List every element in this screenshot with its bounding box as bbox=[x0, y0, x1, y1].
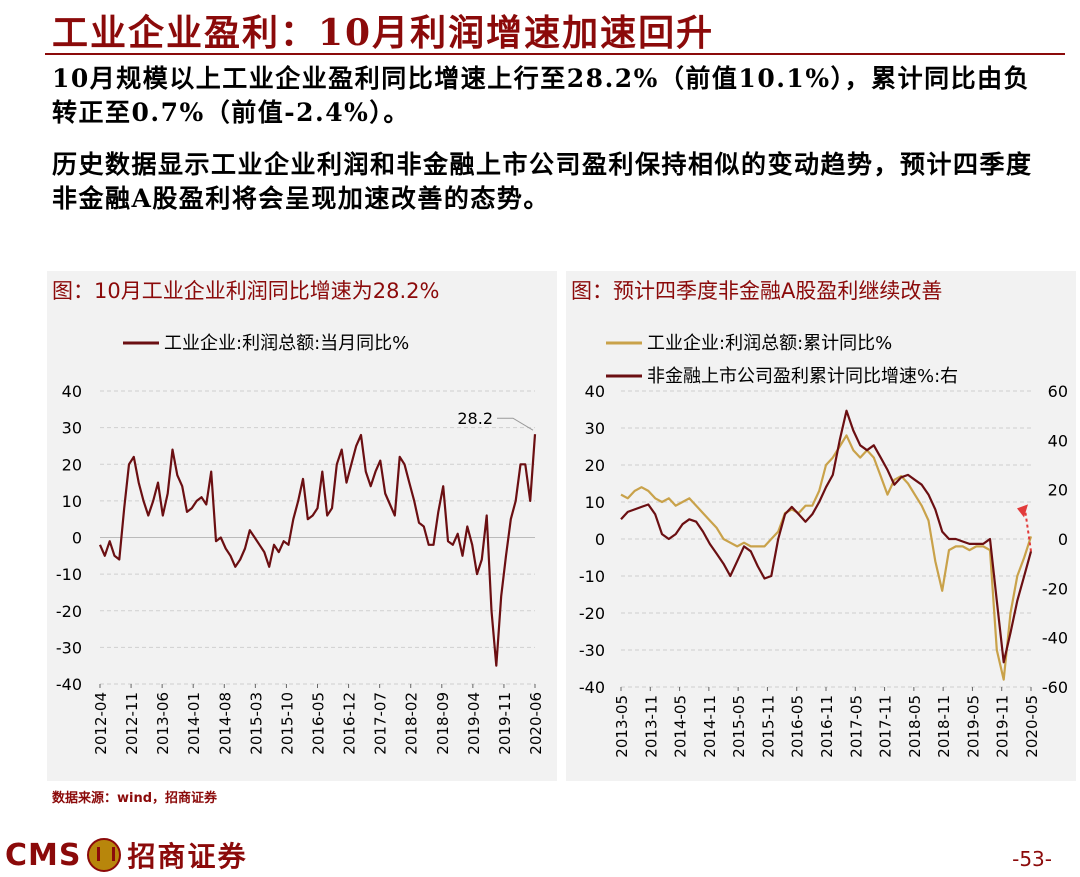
x-tick-label: 2016-05 bbox=[310, 692, 328, 755]
x-tick-label: 2016-12 bbox=[341, 692, 359, 755]
y-tick-label: 30 bbox=[585, 419, 605, 438]
x-tick-label: 2013-06 bbox=[154, 692, 172, 755]
y2-tick-label: -20 bbox=[1042, 579, 1068, 598]
y-tick-label: 10 bbox=[585, 493, 605, 512]
chart-left: 40 30 20 10 0 -10 -20 -30 -40 2012-04 2012-11 2013-… bbox=[56, 333, 545, 755]
x-tick-label: 2013-11 bbox=[642, 695, 660, 758]
x-tick-label: 2018-02 bbox=[403, 692, 421, 755]
series-line-listed-nonfin bbox=[620, 409, 1033, 664]
company-logo: CMS 招商证券 bbox=[5, 837, 248, 874]
x-tick-label: 2020-06 bbox=[527, 692, 545, 755]
x-tick-label: 2014-08 bbox=[216, 692, 234, 755]
x-tick-label: 2013-05 bbox=[613, 695, 631, 758]
x-tick-label: 2015-03 bbox=[247, 692, 265, 755]
y-tick-label: -10 bbox=[579, 567, 605, 586]
y-tick-label: -20 bbox=[56, 602, 82, 621]
series-line-monthly-profit bbox=[98, 433, 537, 667]
x-tick-label: 2014-01 bbox=[185, 692, 203, 755]
x-tick-label: 2017-11 bbox=[877, 695, 895, 758]
chart-right: 40 30 20 10 0 -10 -20 -30 -40 60 40 20 0 -20 -40 -60 201… bbox=[579, 333, 1068, 758]
x-tick-label: 2012-11 bbox=[123, 692, 141, 755]
x-tick-label: 2016-05 bbox=[789, 695, 807, 758]
y2-tick-label: -40 bbox=[1042, 629, 1068, 648]
y2-tick-label: 0 bbox=[1058, 530, 1068, 549]
legend-label-monthly-profit: 工业企业:利润总额:当月同比% bbox=[164, 333, 409, 354]
y-tick-label: -40 bbox=[56, 675, 82, 694]
y-tick-label: 40 bbox=[585, 382, 605, 401]
x-tick-label: 2016-11 bbox=[818, 695, 836, 758]
x-tick-label: 2015-05 bbox=[730, 695, 748, 758]
series-line-industrial-cumulative bbox=[620, 434, 1033, 681]
y-tick-label: 0 bbox=[72, 529, 82, 548]
x-tick-label: 2018-11 bbox=[935, 695, 953, 758]
logo-chinese-name: 招商证券 bbox=[127, 840, 248, 873]
y-tick-label: 10 bbox=[62, 492, 82, 511]
y-tick-label: -30 bbox=[56, 638, 82, 657]
y2-tick-label: 60 bbox=[1048, 382, 1068, 401]
y-tick-label: 20 bbox=[585, 456, 605, 475]
x-tick-label: 2019-11 bbox=[496, 692, 514, 755]
y2-tick-label: -60 bbox=[1042, 678, 1068, 697]
x-tick-label: 2019-05 bbox=[964, 695, 982, 758]
chart-panel-right: 图：预计四季度非金融A股盈利继续改善 40 30 20 10 0 -10 -20 -30 -40… bbox=[566, 271, 1076, 781]
chart-title-left: 图：10月工业企业利润同比增速为28.2% bbox=[52, 279, 440, 303]
annotation-label: 28.2 bbox=[457, 409, 493, 428]
x-tick-label: 2018-09 bbox=[434, 692, 452, 755]
y-tick-label: -10 bbox=[56, 565, 82, 584]
projection-arrow-line bbox=[1024, 509, 1032, 552]
y-tick-label: -40 bbox=[579, 678, 605, 697]
x-tick-label: 2019-04 bbox=[465, 692, 483, 755]
logo-text: CMS bbox=[5, 837, 82, 873]
x-tick-label: 2017-05 bbox=[847, 695, 865, 758]
x-tick-label: 2012-04 bbox=[92, 692, 110, 755]
logo-mark-icon bbox=[87, 838, 122, 872]
slide-title: 工业企业盈利：10月利润增速加速回升 bbox=[52, 12, 715, 54]
x-tick-label: 2015-10 bbox=[278, 692, 296, 755]
y-tick-label: 0 bbox=[595, 530, 605, 549]
y-tick-label: 20 bbox=[62, 455, 82, 474]
x-tick-label: 2019-11 bbox=[994, 695, 1012, 758]
annotation-leader-line bbox=[497, 417, 534, 431]
x-tick-label: 2020-05 bbox=[1023, 695, 1041, 758]
summary-paragraph-2: 历史数据显示工业企业利润和非金融上市公司盈利保持相似的变动趋势，预计四季度非金融… bbox=[52, 150, 1033, 213]
x-tick-label: 2014-11 bbox=[701, 695, 719, 758]
legend-label-industrial-cumulative: 工业企业:利润总额:累计同比% bbox=[647, 333, 892, 354]
data-source: 数据来源：wind，招商证券 bbox=[52, 791, 218, 806]
x-tick-label: 2014-05 bbox=[672, 695, 690, 758]
page-number: -53- bbox=[1012, 847, 1052, 871]
y-tick-label: -20 bbox=[579, 604, 605, 623]
summary-paragraph-1: 10月规模以上工业企业盈利同比增速上行至28.2%（前值10.1%），累计同比由… bbox=[52, 64, 1031, 127]
y-tick-label: -30 bbox=[579, 641, 605, 660]
y2-tick-label: 20 bbox=[1048, 481, 1068, 500]
x-tick-label: 2015-11 bbox=[759, 695, 777, 758]
projection-arrow-head bbox=[1017, 504, 1028, 518]
legend-label-listed-nonfin: 非金融上市公司盈利累计同比增速%:右 bbox=[647, 366, 958, 387]
y-tick-label: 30 bbox=[62, 419, 82, 438]
chart-title-right: 图：预计四季度非金融A股盈利继续改善 bbox=[571, 279, 943, 303]
x-tick-label: 2017-07 bbox=[372, 692, 390, 755]
x-tick-label: 2018-05 bbox=[906, 695, 924, 758]
y2-tick-label: 40 bbox=[1048, 431, 1068, 450]
chart-panel-left: 图：10月工业企业利润同比增速为28.2% 40 30 20 10 0 -10 -20 -30… bbox=[47, 271, 557, 781]
title-rule bbox=[45, 53, 1065, 55]
y-tick-label: 40 bbox=[62, 382, 82, 401]
